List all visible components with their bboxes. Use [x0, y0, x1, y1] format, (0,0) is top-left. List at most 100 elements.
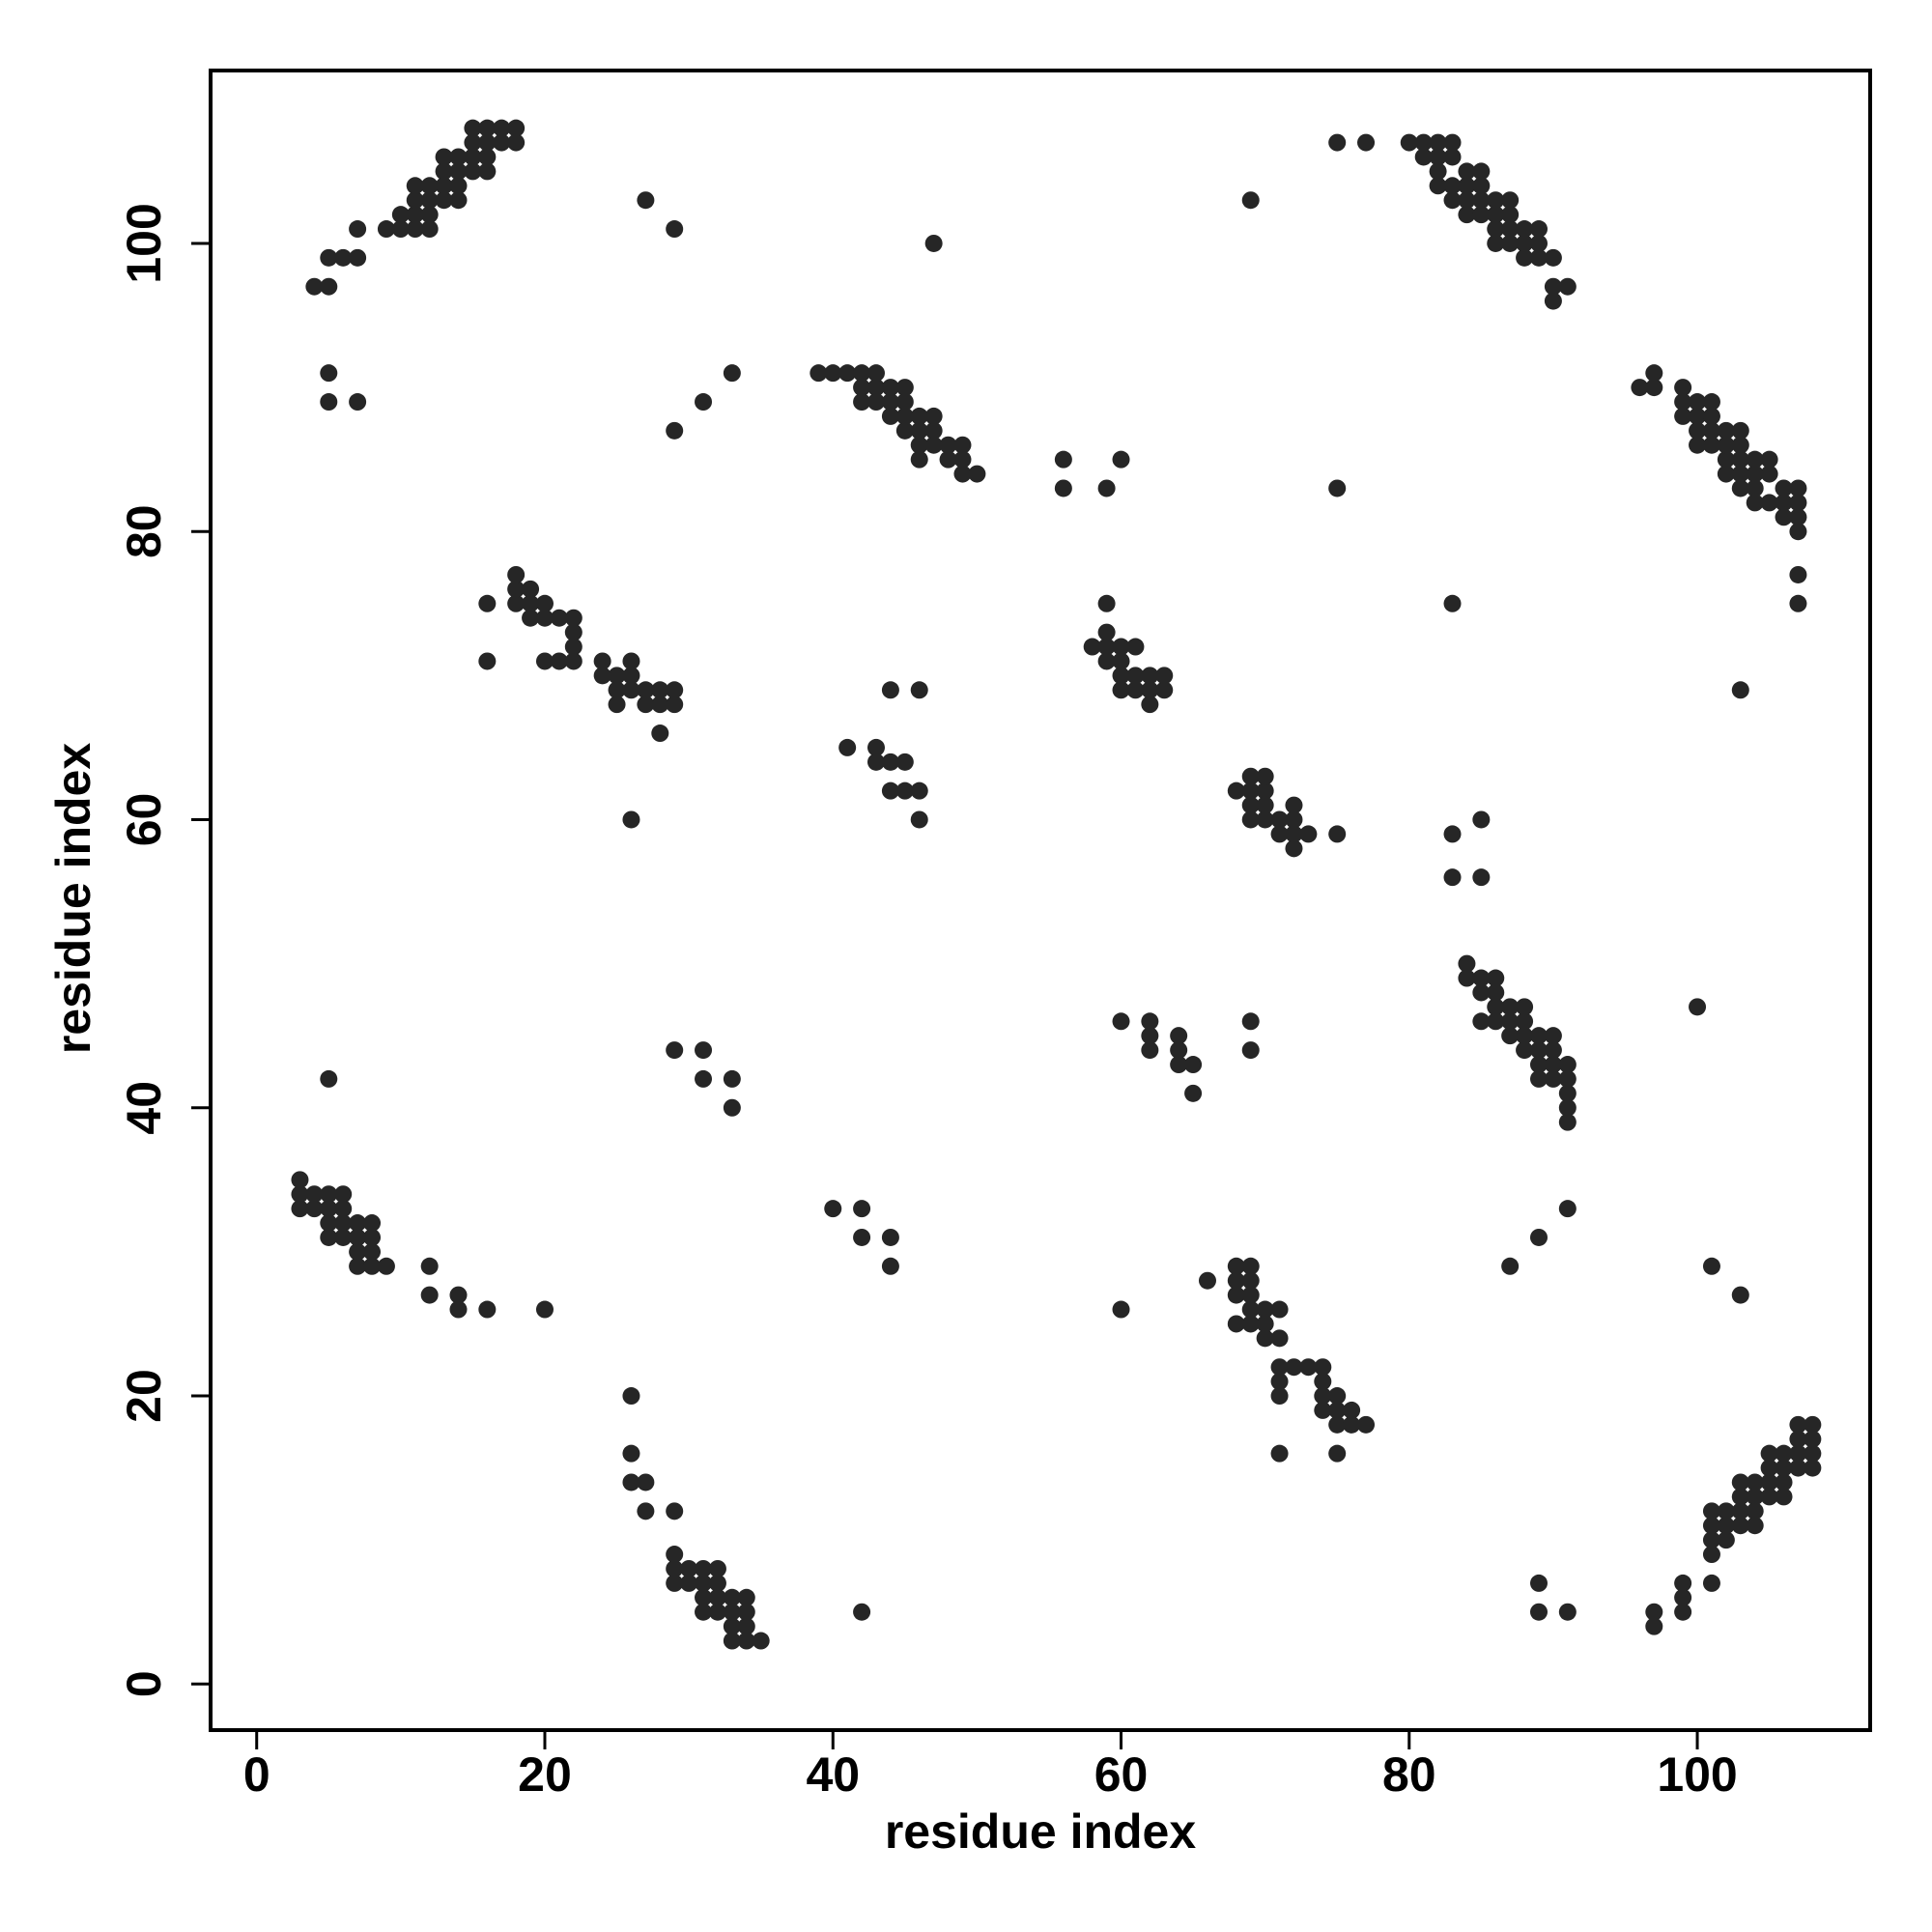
point [1674, 1603, 1692, 1621]
point [449, 177, 468, 195]
point [1760, 450, 1778, 469]
point [723, 1588, 741, 1606]
point [1256, 796, 1274, 814]
point [320, 364, 338, 383]
point [608, 667, 626, 685]
point [1328, 133, 1347, 152]
point [737, 1603, 755, 1621]
point [320, 1228, 338, 1246]
point [1717, 421, 1735, 440]
point [1702, 436, 1720, 454]
point [953, 450, 972, 469]
point [924, 407, 943, 425]
point [320, 248, 338, 267]
point [349, 1257, 367, 1275]
point [1760, 494, 1778, 512]
point [320, 277, 338, 296]
point [695, 1603, 713, 1621]
point [1529, 1056, 1548, 1074]
point [1516, 220, 1534, 239]
point [637, 696, 655, 714]
point [1097, 652, 1116, 670]
point [853, 1200, 871, 1218]
point [1458, 206, 1476, 224]
point [1674, 407, 1692, 425]
point [622, 1473, 640, 1492]
point [1472, 983, 1491, 1002]
point [478, 133, 497, 152]
point [1328, 1401, 1347, 1419]
point [1112, 667, 1130, 685]
point [1689, 436, 1707, 454]
point [1472, 177, 1491, 195]
point [1529, 1069, 1548, 1088]
point [449, 191, 468, 210]
point [853, 379, 871, 397]
point [478, 652, 497, 670]
point [1256, 810, 1274, 829]
point [1789, 523, 1807, 541]
point [1256, 781, 1274, 800]
point [895, 753, 914, 771]
point [1141, 681, 1159, 699]
point [1097, 623, 1116, 641]
point [1544, 1069, 1562, 1088]
point [1343, 1401, 1361, 1419]
point [1357, 1415, 1376, 1434]
point [1429, 148, 1447, 166]
point [1112, 1300, 1130, 1319]
point [1501, 234, 1520, 252]
point [1746, 1473, 1764, 1492]
point [939, 450, 957, 469]
point [1544, 1056, 1562, 1074]
point [349, 1242, 367, 1261]
point [723, 1603, 741, 1621]
point [881, 379, 899, 397]
point [1529, 220, 1548, 239]
point [853, 364, 871, 383]
point [320, 1200, 338, 1218]
point [723, 1098, 741, 1117]
point [1731, 1488, 1749, 1506]
y-axis-title: residue index [46, 743, 100, 1055]
point [666, 421, 684, 440]
point [953, 465, 972, 483]
point [1270, 810, 1289, 829]
point [478, 162, 497, 181]
point [1487, 220, 1505, 239]
point [695, 1041, 713, 1060]
point [1270, 1358, 1289, 1377]
point [1717, 1517, 1735, 1535]
point [723, 1617, 741, 1635]
point [406, 206, 424, 224]
point [881, 681, 899, 699]
point [478, 148, 497, 166]
point [708, 1559, 726, 1577]
point [1731, 465, 1749, 483]
point [493, 133, 511, 152]
point [666, 1502, 684, 1520]
point [1472, 191, 1491, 210]
point [708, 1603, 726, 1621]
point [1443, 177, 1462, 195]
point [1760, 1459, 1778, 1477]
point [320, 1185, 338, 1204]
point [666, 681, 684, 699]
point [680, 1574, 698, 1592]
point [1414, 133, 1433, 152]
point [1501, 220, 1520, 239]
y-tick-label: 20 [117, 1369, 171, 1423]
point [420, 220, 439, 239]
y-tick-label: 40 [117, 1081, 171, 1135]
point [666, 1574, 684, 1592]
point [435, 148, 453, 166]
point [1458, 954, 1476, 973]
point [666, 696, 684, 714]
point [1270, 1300, 1289, 1319]
point [853, 1228, 871, 1246]
point [1558, 1113, 1577, 1131]
point [1241, 1271, 1260, 1290]
point [1558, 277, 1577, 296]
point [1241, 810, 1260, 829]
point [737, 1632, 755, 1650]
